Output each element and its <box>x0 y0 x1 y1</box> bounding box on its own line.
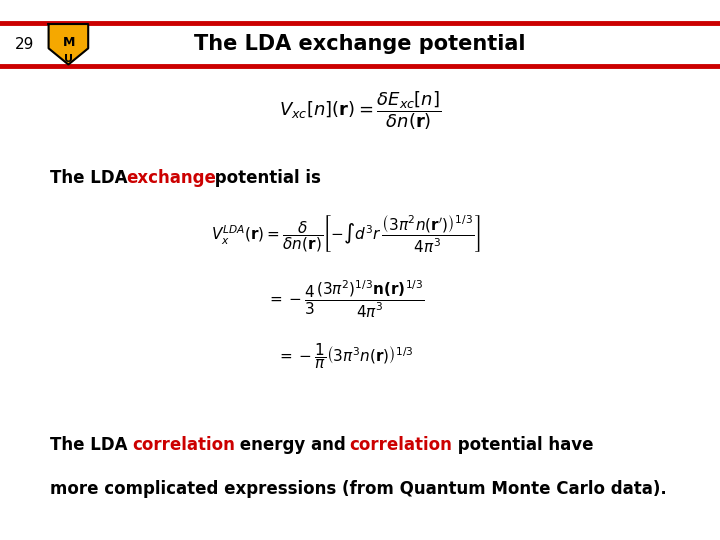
Text: energy and: energy and <box>234 436 351 455</box>
Text: potential is: potential is <box>209 169 320 187</box>
Text: The LDA: The LDA <box>50 169 134 187</box>
Text: $\mathbf{U}$: $\mathbf{U}$ <box>63 52 73 64</box>
Text: The LDA exchange potential: The LDA exchange potential <box>194 34 526 55</box>
Polygon shape <box>49 24 89 65</box>
Text: correlation: correlation <box>132 436 235 455</box>
Text: exchange: exchange <box>126 169 216 187</box>
Text: more complicated expressions (from Quantum Monte Carlo data).: more complicated expressions (from Quant… <box>50 480 667 498</box>
Text: The LDA: The LDA <box>50 436 134 455</box>
Text: $V_x^{LDA}(\mathbf{r}) = \dfrac{\delta}{\delta n(\mathbf{r})} \left[ -\int d^3r\: $V_x^{LDA}(\mathbf{r}) = \dfrac{\delta}{… <box>211 214 480 255</box>
Text: potential have: potential have <box>452 436 594 455</box>
Text: 29: 29 <box>14 37 34 52</box>
Text: $= -\dfrac{1}{\pi} \left(3\pi^3 n(\mathbf{r})\right)^{1/3}$: $= -\dfrac{1}{\pi} \left(3\pi^3 n(\mathb… <box>277 341 414 372</box>
Text: $V_{xc}[n](\mathbf{r}) = \dfrac{\delta E_{xc}[n]}{\delta n(\mathbf{r})}$: $V_{xc}[n](\mathbf{r}) = \dfrac{\delta E… <box>279 90 441 132</box>
Text: correlation: correlation <box>349 436 452 455</box>
Text: $= -\dfrac{4}{3} \dfrac{\left(3\pi^2\right)^{1/3} \mathbf{n(r)}^{1/3}}{4\pi^3}$: $= -\dfrac{4}{3} \dfrac{\left(3\pi^2\rig… <box>266 279 425 320</box>
Text: $\mathbf{M}$: $\mathbf{M}$ <box>62 36 75 49</box>
